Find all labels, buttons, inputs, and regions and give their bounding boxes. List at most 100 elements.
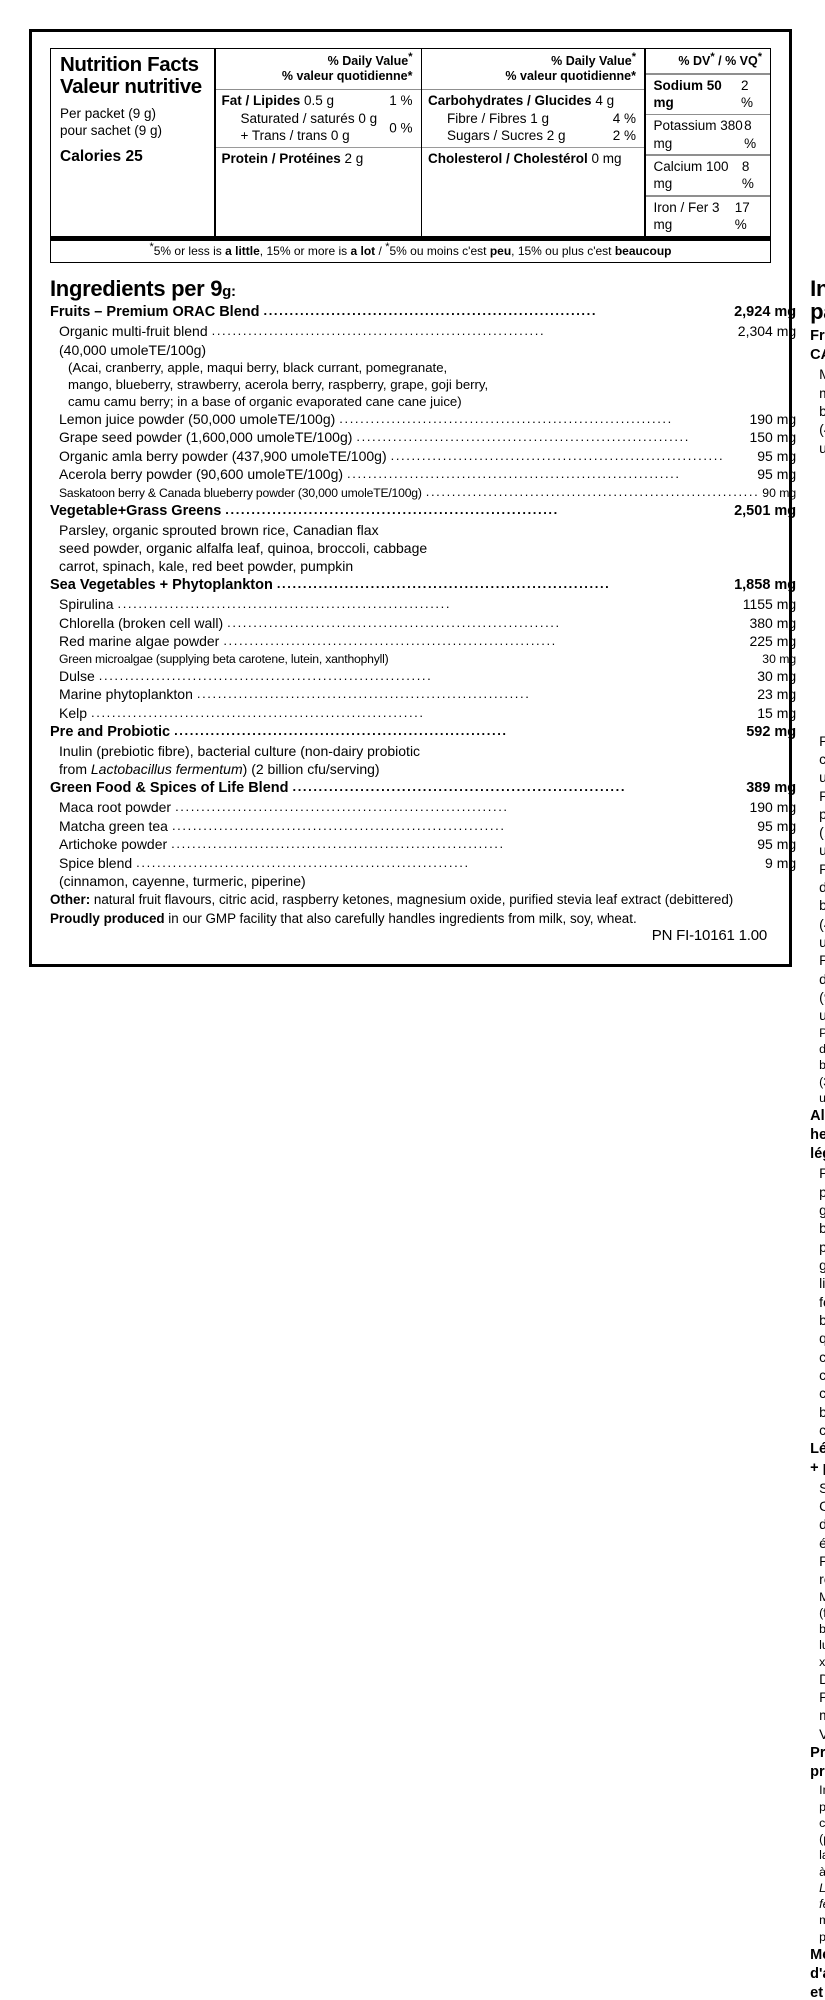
group-probiotic-en: Pre and Probiotic ......................… bbox=[50, 723, 796, 742]
row-protein: Protein / Protéines 2 g bbox=[216, 148, 421, 170]
leader-dots: ........................................… bbox=[174, 723, 508, 739]
daily-value-header-a: % Daily Value* % valeur quotidienne* bbox=[216, 49, 421, 89]
probiotic-line-1-en: Inulin (prebiotic fibre), bacterial cult… bbox=[59, 743, 421, 759]
item-microalgae-fr: Microalgues vertes (fournissant bêtacaro… bbox=[819, 1589, 825, 1669]
leader-dots: ........................................… bbox=[98, 667, 433, 683]
group-greenfood-amount-en: 389 mg bbox=[746, 780, 797, 797]
sodium-percent: 2 % bbox=[740, 77, 753, 111]
greens-line-3-en: carrot, spinach, kale, red beet powder, … bbox=[59, 558, 354, 575]
footnote-separator-slash: / bbox=[375, 243, 386, 258]
other-text-en: natural fruit flavours, citric acid, ras… bbox=[90, 892, 734, 908]
ingredients-heading-unit-en: g: bbox=[222, 282, 236, 300]
ingredients-heading-en: Ingredients per 9g: bbox=[50, 276, 796, 301]
rule-a-2 bbox=[215, 146, 421, 149]
fruit-detail-line-2-en: mango, blueberry, strawberry, acerola be… bbox=[68, 376, 489, 392]
item-spirulina-label-en: Spirulina bbox=[59, 596, 114, 613]
rule-a-1 bbox=[215, 88, 421, 90]
row-fat: Fat / Lipides 0.5 g 1 % bbox=[216, 90, 421, 110]
item-acerola-fr: Poudre de baie d'acérole (90,600 umoleTE… bbox=[819, 952, 825, 1024]
item-grapeseed-label-en: Grape seed powder (1,600,000 umoleTE/100… bbox=[59, 429, 353, 446]
nutrition-column-b: % Daily Value* % valeur quotidienne* Car… bbox=[422, 49, 644, 236]
item-redalgae-fr: Poudre d'algue rouge marine bbox=[819, 1552, 825, 1588]
leader-dots: ........................................… bbox=[171, 836, 505, 852]
fat-value: 0.5 g bbox=[304, 93, 335, 108]
greens-line-2-en: seed powder, organic alfalfa leaf, quino… bbox=[59, 540, 428, 557]
leader-dots: ........................................… bbox=[171, 817, 506, 833]
probiotic-line-1-fr: Inuline (fibres prébiotiques), culture b… bbox=[819, 1783, 825, 1863]
other-label-en: Other: bbox=[50, 892, 91, 908]
row-cholesterol: Cholesterol / Cholestérol 0 mg bbox=[422, 148, 644, 170]
leader-dots: ........................................… bbox=[136, 854, 470, 870]
probiotic-line-2-prefix-fr: à partir de bbox=[819, 1864, 825, 1879]
row-carbohydrates: Carbohydrates / Glucides 4 g bbox=[422, 90, 644, 110]
item-spirulina-fr: Spiruline bbox=[819, 1479, 825, 1496]
item-chlorella-label-en: Chlorella (broken cell wall) bbox=[59, 614, 224, 631]
item-amla-amount-en: 95 mg bbox=[757, 447, 797, 464]
fruit-detail-line-1-fr: (Açaï, canneberge, pomme, baies de maqui… bbox=[810, 457, 825, 560]
item-matcha-amount-en: 95 mg bbox=[757, 817, 797, 834]
label-content: Nutrition Facts Valeur nutritive Per pac… bbox=[32, 32, 825, 2000]
potassium-label: Potassium 380 mg bbox=[653, 118, 743, 151]
iron-percent: 17 % bbox=[734, 199, 750, 233]
item-maca-label-en: Maca root powder bbox=[59, 799, 172, 816]
footnote-fr-peu: peu bbox=[489, 243, 512, 258]
item-phytoplankton-fr: Phytoplancton marin bbox=[819, 1689, 825, 1723]
group-greenfood-label-en: Green Food & Spices of Life Blend bbox=[50, 780, 289, 797]
item-grapeseed-en: Grape seed powder (1,600,000 umoleTE/100… bbox=[50, 428, 796, 446]
sugars-percent: 2 % bbox=[612, 128, 636, 144]
asterisk-icon: * bbox=[408, 50, 413, 63]
greens-line-1-en: Parsley, organic sprouted brown rice, Ca… bbox=[59, 521, 379, 538]
carb-label: Carbohydrates / Glucides bbox=[428, 93, 592, 108]
fruit-detail-line-3-fr: de camu camu; dans une base de vesou bio… bbox=[810, 646, 825, 732]
row-fibre: Fibre / Fibres 1 g 4 % bbox=[422, 110, 644, 128]
row-trans: + Trans / trans 0 g bbox=[216, 127, 421, 147]
nutrition-identity-column: Nutrition Facts Valeur nutritive Per pac… bbox=[51, 49, 214, 236]
rule-b-1 bbox=[422, 88, 644, 90]
greens-line-3-fr: carotte, épinard, chou frisé, betterave … bbox=[819, 1367, 825, 1438]
daily-value-footnote: *5% or less is a little, 15% or more is … bbox=[51, 241, 770, 262]
item-multifruit-label-en: Organic multi-fruit blend bbox=[59, 323, 208, 340]
item-grapeseed-amount-en: 150 mg bbox=[749, 429, 797, 446]
item-amla-label-en: Organic amla berry powder (437,900 umole… bbox=[59, 447, 387, 464]
ingredients-area: Ingredients per 9g: Fruits – Premium ORA… bbox=[50, 276, 825, 2000]
footnote-asterisk-fr: * bbox=[385, 240, 390, 253]
item-dulse-fr: Dulse bbox=[819, 1670, 825, 1687]
rule-c-3 bbox=[645, 154, 770, 156]
group-greenfood-en: Green Food & Spices of Life Blend ......… bbox=[50, 779, 796, 798]
nutrition-title-fr: Valeur nutritive bbox=[60, 75, 202, 99]
item-microalgae-en: Green microalgae (supplying beta caroten… bbox=[50, 651, 796, 667]
column-divider-1 bbox=[214, 49, 216, 236]
greens-line-2-fr: lin Canadien, feuille de luzerne biologi… bbox=[819, 1275, 825, 1365]
dv-header-short-fr: / % VQ bbox=[718, 54, 758, 68]
footnote-en-little: a little bbox=[225, 243, 260, 258]
item-grapeseed-fr: Poudre de pépins de raisin (1,600,000 um… bbox=[819, 787, 825, 859]
item-phytoplankton-label-en: Marine phytoplankton bbox=[59, 686, 193, 703]
probiotic-line-2-suffix-en: ) (2 billion cfu/serving) bbox=[242, 761, 380, 778]
item-lemon-amount-en: 190 mg bbox=[749, 410, 797, 427]
item-spiceblend-amount-en: 9 mg bbox=[765, 854, 797, 871]
serving-size-en: Per packet (9 g) bbox=[60, 106, 157, 122]
cholesterol-label: Cholesterol / Cholestérol bbox=[428, 151, 588, 167]
footnote-asterisk-en: * bbox=[149, 240, 154, 253]
serving-size: Per packet (9 g) pour sachet (9 g) bbox=[60, 106, 208, 139]
item-spirulina-en: Spirulina ..............................… bbox=[50, 595, 796, 613]
footnote-fr-beaucoup: beaucoup bbox=[614, 243, 672, 258]
group-probiotic-label-en: Pre and Probiotic bbox=[50, 724, 171, 741]
orac-note-en: (40,000 umoleTE/100g) bbox=[59, 341, 207, 358]
item-saskatoon-fr: Poudre de bleuet du Canada et de baie de… bbox=[819, 1025, 825, 1105]
nutrition-facts-panel: Nutrition Facts Valeur nutritive Per pac… bbox=[50, 48, 771, 263]
iron-label: Iron / Fer 3 mg bbox=[653, 199, 720, 233]
leader-dots: ........................................… bbox=[175, 799, 509, 815]
proudly-produced-en: Proudly produced in our GMP facility tha… bbox=[50, 910, 796, 928]
saturated-fat-group: Saturated / saturés 0 g + Trans / trans … bbox=[216, 110, 421, 147]
leader-dots: ........................................… bbox=[347, 466, 681, 482]
trans-label: + Trans / trans 0 g bbox=[240, 128, 350, 144]
proudly-label-en: Proudly produced bbox=[50, 910, 165, 926]
item-saskatoon-label-en: Saskatoon berry & Canada blueberry powde… bbox=[59, 485, 422, 500]
column-divider-3 bbox=[644, 49, 646, 236]
row-saturated: Saturated / saturés 0 g bbox=[216, 110, 421, 128]
item-lemon-en: Lemon juice powder (50,000 umoleTE/100g)… bbox=[50, 410, 796, 428]
fruit-detail-line-1-en: (Acai, cranberry, apple, maqui berry, bl… bbox=[68, 359, 448, 375]
probiotic-species-fr: Lactobacillus fermentum bbox=[819, 1881, 825, 1912]
item-chlorella-amount-en: 380 mg bbox=[749, 614, 797, 631]
